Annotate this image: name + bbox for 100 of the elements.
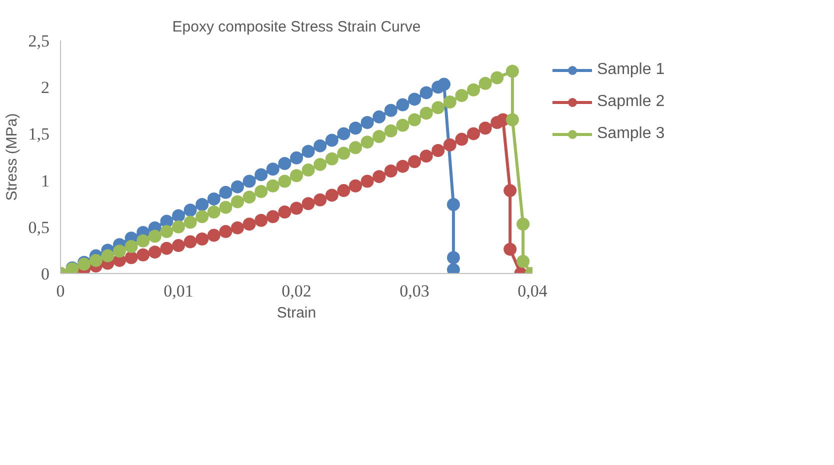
point — [196, 210, 209, 224]
point — [455, 89, 468, 102]
point — [443, 96, 456, 108]
point — [325, 134, 338, 147]
point — [446, 198, 460, 212]
point — [396, 160, 410, 173]
y-axis-title: Stress (MPa) — [3, 113, 20, 201]
point — [278, 206, 292, 218]
point — [438, 78, 450, 91]
point — [384, 164, 398, 178]
point — [314, 139, 327, 152]
point — [506, 64, 519, 78]
point — [408, 92, 421, 106]
point — [231, 180, 244, 194]
point — [254, 168, 268, 182]
point — [242, 218, 256, 231]
point — [278, 157, 292, 170]
point — [207, 206, 220, 218]
point — [242, 190, 256, 204]
point — [148, 230, 162, 243]
point — [207, 228, 220, 242]
x-tick-label: 0,01 — [164, 282, 194, 300]
point — [231, 195, 244, 208]
point — [337, 127, 350, 140]
point — [184, 235, 197, 248]
x-tick-label: 0,03 — [400, 282, 430, 300]
y-tick-label: 1 — [41, 171, 50, 190]
point — [242, 174, 256, 188]
point — [467, 127, 480, 140]
point — [124, 251, 138, 264]
point — [196, 198, 209, 212]
point — [432, 101, 445, 114]
point — [337, 146, 350, 160]
point — [172, 209, 185, 222]
point — [302, 197, 315, 210]
x-tick-label: 0,02 — [282, 282, 312, 300]
legend-label: Sample 3 — [597, 124, 666, 144]
point — [290, 151, 303, 164]
point — [314, 158, 327, 171]
point — [349, 179, 362, 192]
legend-label: Sapmle 2 — [597, 92, 666, 112]
point — [278, 174, 292, 188]
point — [360, 136, 374, 149]
point — [446, 251, 460, 264]
y-tick-label: 0,5 — [28, 218, 50, 237]
point — [254, 184, 268, 198]
point — [196, 232, 209, 246]
point — [266, 210, 280, 224]
point — [516, 218, 530, 231]
point — [432, 144, 445, 157]
y-tick-label: 2,5 — [28, 32, 50, 50]
point — [384, 124, 398, 138]
point — [396, 98, 410, 112]
point — [325, 188, 338, 202]
point — [408, 155, 421, 168]
point — [231, 221, 244, 234]
y-tick-label: 0 — [41, 264, 50, 284]
point — [160, 242, 174, 255]
point — [372, 130, 386, 143]
point — [372, 110, 386, 124]
y-tick-label: 1,5 — [28, 124, 50, 144]
point — [172, 220, 185, 234]
point — [266, 162, 280, 176]
point — [325, 152, 338, 166]
x-tick-label: 0,04 — [518, 282, 548, 300]
point — [337, 184, 350, 198]
x-axis-title: Strain — [276, 304, 316, 322]
point — [467, 83, 480, 96]
point — [184, 216, 197, 229]
point — [302, 144, 315, 158]
point — [207, 192, 220, 206]
point — [124, 240, 138, 253]
legend-label: Sample 1 — [597, 60, 666, 80]
point — [136, 234, 150, 248]
point — [360, 116, 374, 130]
point — [408, 113, 421, 126]
point — [302, 164, 315, 177]
point — [504, 242, 517, 256]
point — [254, 214, 268, 227]
chart-title: Epoxy composite Stress Strain Curve — [172, 18, 421, 36]
point — [420, 150, 433, 163]
point — [504, 184, 517, 198]
point — [172, 239, 185, 252]
point — [219, 186, 232, 199]
point — [101, 249, 114, 262]
x-tick-label: 0 — [56, 282, 65, 300]
y-tick-label: 2 — [41, 78, 50, 98]
point — [478, 76, 492, 90]
point — [443, 138, 456, 152]
point — [89, 254, 102, 267]
point — [349, 141, 362, 154]
point — [455, 132, 468, 146]
point — [219, 225, 232, 238]
point — [314, 193, 327, 206]
point — [136, 248, 150, 262]
point — [113, 244, 126, 258]
point — [384, 104, 398, 117]
point — [490, 71, 504, 84]
point — [290, 202, 303, 215]
point — [219, 200, 232, 214]
